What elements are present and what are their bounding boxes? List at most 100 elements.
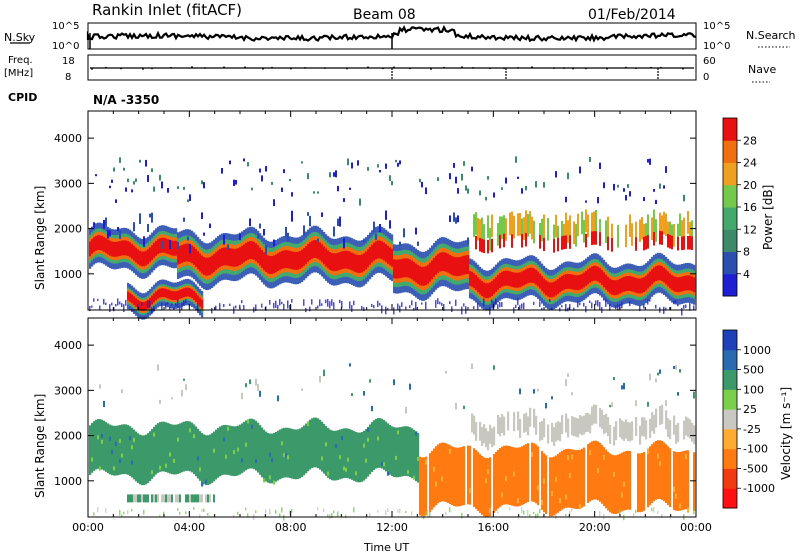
power-cell bbox=[561, 305, 563, 308]
power-cell bbox=[97, 298, 99, 301]
power-cell bbox=[599, 162, 601, 169]
power-cell bbox=[667, 221, 669, 245]
nsearch-tick-top: 10^5 bbox=[703, 21, 730, 32]
velocity-cell bbox=[285, 427, 288, 478]
velocity-cell bbox=[241, 423, 244, 474]
velocity-cell bbox=[249, 379, 251, 385]
velocity-cell bbox=[571, 449, 574, 509]
power-cell bbox=[589, 267, 592, 283]
velocity-cell bbox=[129, 494, 131, 503]
power-cell bbox=[457, 257, 460, 277]
velocity-cell bbox=[499, 448, 502, 507]
velocity-cell bbox=[467, 445, 470, 505]
nsearch-tick-bottom: 10^0 bbox=[703, 41, 730, 52]
power-cell bbox=[325, 248, 328, 267]
velocity-cell bbox=[365, 429, 368, 479]
power-cell bbox=[569, 304, 571, 310]
velocity-cell bbox=[635, 400, 637, 407]
power-cell bbox=[497, 304, 499, 310]
power-cell bbox=[621, 277, 624, 293]
velocity-cell bbox=[309, 419, 312, 470]
power-cell bbox=[461, 173, 463, 181]
velocity-cell bbox=[119, 424, 122, 475]
power-cell bbox=[569, 274, 572, 289]
velocity-cell bbox=[273, 432, 276, 483]
velocity-cell bbox=[179, 511, 181, 515]
velocity-cell bbox=[337, 511, 339, 517]
velocity-cell bbox=[335, 430, 338, 481]
power-cell bbox=[505, 218, 507, 241]
power-cell bbox=[357, 160, 359, 166]
velocity-cell bbox=[543, 478, 546, 484]
velocity-cell bbox=[169, 452, 172, 457]
power-cell bbox=[373, 221, 375, 232]
power-cell bbox=[305, 246, 308, 264]
velocity-cell bbox=[135, 431, 138, 482]
power-cell bbox=[477, 302, 479, 310]
power-cell bbox=[109, 240, 112, 256]
power-cell bbox=[661, 215, 663, 238]
velocity-cell bbox=[169, 423, 172, 474]
velocity-cell bbox=[127, 494, 129, 503]
velocity-cell bbox=[623, 451, 626, 511]
velocity-cell bbox=[405, 426, 408, 476]
power-cell bbox=[549, 299, 551, 303]
power-cell bbox=[627, 184, 629, 188]
power-cell bbox=[425, 301, 427, 310]
power-cell bbox=[389, 175, 391, 181]
power-cell bbox=[625, 224, 627, 248]
power-cell bbox=[291, 251, 294, 270]
power-cell bbox=[111, 241, 114, 257]
velocity-cell bbox=[533, 389, 535, 394]
power-cell bbox=[183, 288, 186, 298]
power-cell bbox=[147, 249, 150, 265]
velocity-cell bbox=[323, 508, 325, 512]
power-cell bbox=[181, 244, 184, 263]
power-cell bbox=[413, 261, 416, 281]
power-cell bbox=[379, 303, 381, 306]
power-cell bbox=[539, 235, 541, 249]
power-cell bbox=[647, 235, 649, 249]
power-cell bbox=[241, 245, 244, 264]
velocity-cell bbox=[463, 405, 465, 410]
power-cell bbox=[517, 272, 520, 288]
velocity-cell bbox=[347, 428, 350, 479]
velocity-cell bbox=[265, 431, 268, 482]
velocity-cell bbox=[393, 427, 396, 477]
velocity-cell bbox=[479, 454, 482, 513]
velocity-cell bbox=[533, 443, 536, 503]
power-cell bbox=[561, 220, 563, 244]
power-cell bbox=[505, 270, 508, 286]
velocity-cell bbox=[275, 431, 278, 482]
velocity-cell bbox=[669, 448, 672, 508]
velocity-cell bbox=[677, 422, 680, 442]
power-cell bbox=[215, 305, 217, 310]
velocity-cell bbox=[251, 424, 254, 429]
power-cell bbox=[683, 275, 686, 291]
power-cell bbox=[273, 302, 275, 309]
power-cell bbox=[539, 273, 542, 289]
velocity-colorbar-frame bbox=[722, 329, 738, 509]
power-cell bbox=[689, 222, 691, 245]
power-cell bbox=[141, 251, 144, 267]
power-cell bbox=[201, 299, 204, 309]
y-tick-label: 2000 bbox=[54, 223, 82, 236]
power-cell bbox=[599, 232, 601, 246]
velocity-cell bbox=[571, 454, 574, 460]
velocity-cell bbox=[553, 456, 556, 516]
power-cell bbox=[319, 299, 321, 307]
velocity-cell bbox=[239, 424, 242, 475]
power-cell bbox=[137, 303, 139, 310]
power-cell bbox=[377, 164, 379, 168]
velocity-cell bbox=[605, 413, 608, 433]
power-cell bbox=[153, 242, 156, 258]
power-cell bbox=[421, 302, 423, 305]
velocity-cell bbox=[673, 451, 676, 510]
velocity-cell bbox=[653, 507, 655, 513]
velocity-cell bbox=[603, 414, 606, 434]
station-title: Rankin Inlet (fitACF) bbox=[92, 1, 242, 19]
power-cell bbox=[515, 304, 517, 308]
power-cell bbox=[677, 277, 680, 293]
velocity-cell bbox=[649, 446, 652, 506]
velocity-cell bbox=[675, 493, 678, 499]
